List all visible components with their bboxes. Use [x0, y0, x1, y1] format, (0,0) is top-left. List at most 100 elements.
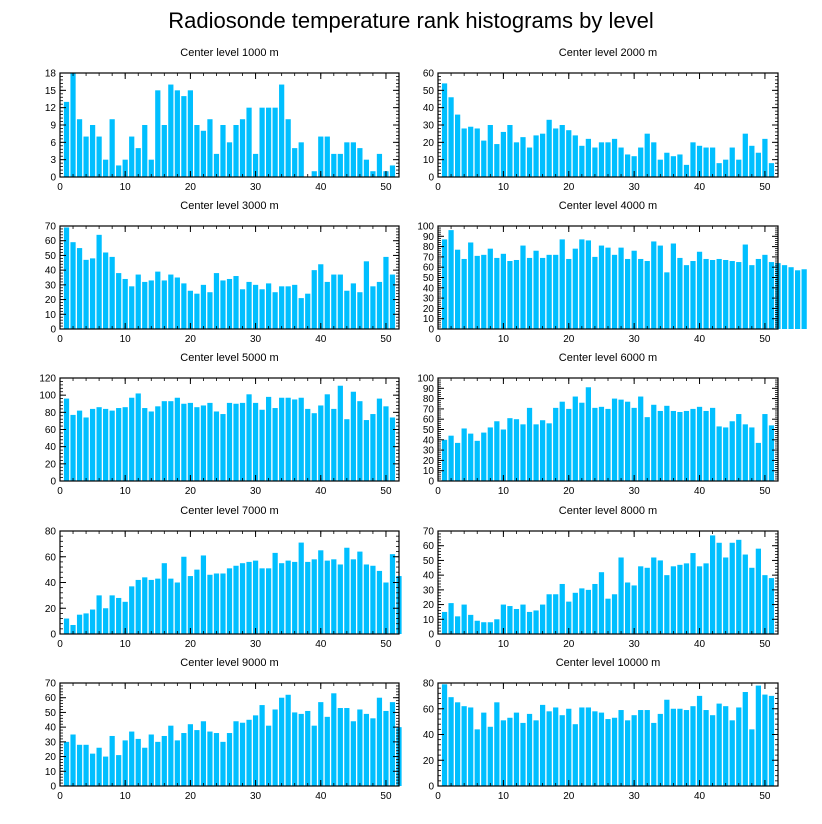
histogram-bar [89, 125, 96, 177]
histogram-bar [651, 241, 657, 329]
histogram-bar [683, 563, 690, 634]
histogram-bar [507, 125, 513, 177]
x-tick-label: 10 [120, 486, 132, 497]
histogram-bar [207, 731, 213, 786]
histogram-bar [474, 620, 480, 634]
histogram-bar [526, 611, 533, 634]
x-tick-label: 30 [629, 486, 641, 497]
y-tick-label: 80 [45, 408, 57, 419]
histogram-bar [135, 579, 141, 634]
histogram-bar [200, 405, 207, 481]
histogram-bar [670, 410, 676, 481]
histogram-bar [592, 407, 598, 481]
histogram-bar [579, 145, 585, 177]
x-tick-label: 10 [120, 639, 132, 650]
histogram-bar [70, 73, 76, 177]
histogram-bar [389, 165, 396, 177]
histogram-bar [233, 565, 239, 634]
histogram-bar [103, 159, 109, 177]
histogram-bar [540, 604, 546, 634]
histogram-bar [122, 740, 128, 786]
histogram-bar [344, 290, 350, 329]
histogram-bar [311, 171, 317, 177]
histogram-bar [357, 401, 363, 481]
y-tick-label: 30 [45, 737, 57, 748]
histogram-bar [441, 439, 448, 481]
histogram-bar [644, 133, 650, 177]
histogram-bar [324, 716, 330, 786]
histogram-bar [690, 553, 696, 634]
histogram-bar [625, 154, 631, 177]
x-tick-label: 50 [380, 639, 392, 650]
y-tick-label: 12 [45, 103, 57, 114]
histogram-bar [63, 398, 70, 481]
histogram-bar [259, 107, 265, 177]
y-tick-label: 40 [45, 266, 57, 277]
histogram-bar [598, 712, 605, 786]
y-tick-label: 3 [50, 155, 56, 166]
histogram-bar [703, 258, 709, 329]
histogram-bar [363, 564, 370, 634]
histogram-bar [76, 248, 83, 329]
histogram-bar [513, 712, 520, 786]
histogram-bar [696, 406, 703, 481]
y-tick-label: 80 [423, 679, 435, 690]
histogram-bar [187, 290, 193, 329]
histogram-bar [318, 702, 324, 786]
histogram-bar [331, 274, 337, 329]
histogram-bar [103, 756, 109, 786]
histogram-bar [566, 258, 572, 329]
histogram-bar [625, 720, 631, 786]
y-tick-label: 40 [423, 571, 435, 582]
histogram-bar [683, 710, 690, 786]
histogram-bar [324, 281, 330, 329]
histogram-bar [716, 163, 722, 177]
x-tick-label: 0 [435, 334, 441, 345]
histogram-bar [246, 719, 252, 786]
histogram-bar [305, 293, 311, 329]
histogram-bar [572, 396, 578, 481]
histogram-bar [631, 715, 637, 786]
histogram-bar [461, 706, 467, 786]
histogram-bar [592, 147, 598, 177]
histogram-bar [742, 554, 748, 634]
x-tick-label: 50 [380, 791, 392, 802]
y-tick-label: 10 [423, 466, 435, 477]
panel-title: Center level 5000 m [180, 352, 278, 364]
histogram-bar [383, 710, 389, 786]
histogram-bar [598, 142, 605, 177]
histogram-bar [148, 734, 154, 786]
histogram-bar [187, 90, 193, 177]
histogram-bar [220, 125, 226, 177]
histogram-bar [487, 125, 493, 177]
histogram-bar [200, 284, 207, 329]
x-tick-label: 40 [694, 334, 706, 345]
histogram-bar [305, 408, 311, 481]
histogram-bar [507, 261, 513, 329]
histogram-bar [533, 135, 539, 177]
histogram-bar [690, 706, 696, 786]
histogram-bar [762, 138, 768, 177]
histogram-bar [266, 107, 272, 177]
histogram-bar [174, 397, 180, 481]
histogram-bar [579, 239, 585, 329]
x-tick-label: 10 [498, 486, 510, 497]
histogram-bar [96, 407, 102, 481]
histogram-bar [168, 725, 174, 786]
y-tick-label: 10 [423, 615, 435, 626]
histogram-bar [285, 397, 291, 481]
histogram-bar [723, 259, 729, 329]
histogram-bar [311, 413, 317, 481]
histogram-bar [233, 721, 239, 786]
histogram-bar [122, 601, 128, 634]
histogram-bar [70, 734, 76, 786]
histogram-bar [618, 147, 624, 177]
y-tick-label: 60 [45, 693, 57, 704]
histogram-bar [318, 550, 324, 634]
histogram-bar [553, 128, 559, 177]
y-tick-label: 60 [423, 541, 435, 552]
histogram-bar [376, 281, 383, 329]
histogram-bar [455, 442, 461, 481]
histogram-bar [513, 419, 520, 481]
